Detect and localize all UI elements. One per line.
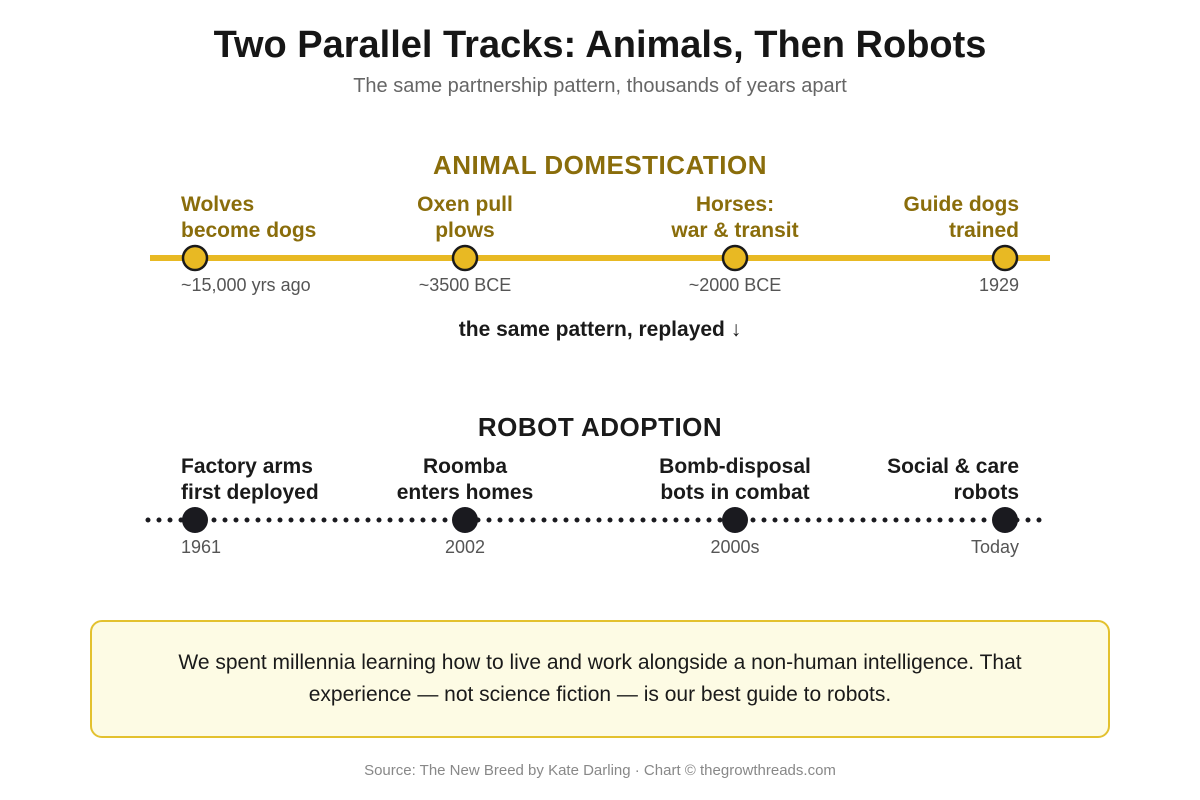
robot-track-event-label: Factory arms first deployed [181, 455, 319, 504]
takeaway-callout: We spent millennia learning how to live … [90, 620, 1110, 738]
animal-track-event-date: ~3500 BCE [418, 275, 512, 295]
animal-track-event-dot [451, 244, 479, 272]
robot-track-event-dot [182, 507, 208, 533]
callout-text: We spent millennia learning how to live … [178, 651, 1022, 706]
robot-track-event-label: Roomba enters homes [396, 455, 534, 504]
source-note: Source: The New Breed by Kate Darling · … [364, 762, 836, 779]
animal-track-event-label: Oxen pull plows [417, 193, 513, 242]
page-subtitle: The same partnership pattern, thousands … [353, 75, 847, 97]
animal-track-event-dot [991, 244, 1019, 272]
robot-track-event-label: Bomb-disposal bots in combat [659, 455, 811, 504]
robot-track-event-dot [722, 507, 748, 533]
animal-track-event-label: Guide dogs trained [903, 193, 1020, 242]
animal-track-event-dot [721, 244, 749, 272]
bridge-text: the same pattern, replayed ↓ [458, 318, 742, 341]
animal-track-event-date: ~15,000 yrs ago [181, 275, 311, 295]
robot-track-title: ROBOT ADOPTION [477, 412, 723, 442]
animal-track-event-date: ~2000 BCE [688, 275, 782, 295]
animal-track-event-date: 1929 [978, 275, 1019, 295]
robot-track-event-dot [452, 507, 478, 533]
robot-track-event-label: Social & care robots [887, 455, 1019, 504]
robot-track-event-date: 2000s [710, 537, 760, 557]
robot-track-event-date: 1961 [181, 537, 222, 557]
animal-track-event-label: Wolves become dogs [181, 193, 317, 242]
animal-track-event-dot [181, 244, 209, 272]
robot-track-event-date: 2002 [444, 537, 486, 557]
animal-track-event-label: Horses: war & transit [671, 193, 799, 242]
robot-track-event-date: Today [970, 537, 1019, 557]
robot-track-event-dot [992, 507, 1018, 533]
page-title: Two Parallel Tracks: Animals, Then Robot… [213, 24, 987, 66]
animal-track-title: ANIMAL DOMESTICATION [432, 150, 768, 180]
